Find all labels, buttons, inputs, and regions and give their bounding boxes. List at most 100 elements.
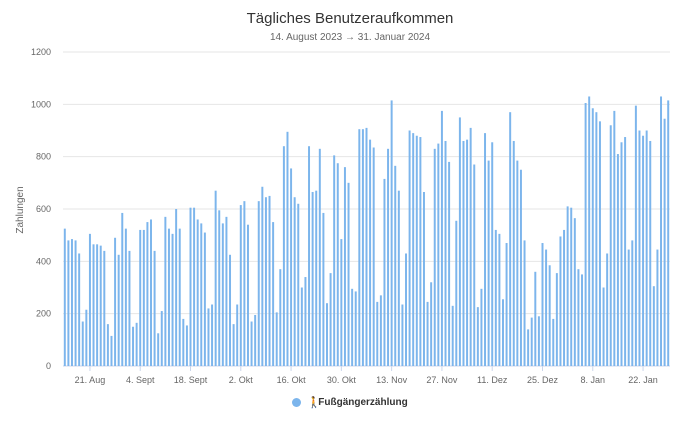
- bar[interactable]: [523, 240, 526, 366]
- bar[interactable]: [340, 239, 343, 366]
- bar[interactable]: [509, 112, 512, 367]
- bar[interactable]: [333, 155, 336, 366]
- bar[interactable]: [433, 148, 436, 366]
- bar[interactable]: [153, 250, 156, 366]
- bar[interactable]: [609, 125, 612, 367]
- bar[interactable]: [351, 288, 354, 366]
- bar[interactable]: [462, 140, 465, 366]
- bar[interactable]: [584, 103, 587, 367]
- bar[interactable]: [214, 190, 217, 366]
- bar[interactable]: [656, 249, 659, 366]
- bar[interactable]: [146, 222, 149, 366]
- bar[interactable]: [448, 161, 451, 366]
- bar[interactable]: [92, 244, 95, 366]
- bar[interactable]: [484, 133, 487, 366]
- bar[interactable]: [502, 299, 504, 366]
- bar[interactable]: [182, 318, 185, 366]
- bar[interactable]: [455, 220, 458, 366]
- bar[interactable]: [264, 197, 267, 366]
- bar[interactable]: [178, 228, 181, 367]
- bar[interactable]: [480, 288, 483, 366]
- bar[interactable]: [512, 140, 515, 366]
- bar[interactable]: [469, 127, 472, 366]
- bar[interactable]: [624, 137, 627, 366]
- bar[interactable]: [343, 167, 346, 366]
- bar[interactable]: [279, 269, 282, 366]
- bar[interactable]: [620, 142, 623, 366]
- bar[interactable]: [581, 274, 583, 366]
- bar[interactable]: [96, 244, 99, 366]
- bar[interactable]: [505, 243, 508, 366]
- bar[interactable]: [63, 228, 66, 367]
- bar[interactable]: [135, 322, 138, 366]
- bar[interactable]: [225, 216, 228, 366]
- bar[interactable]: [196, 219, 199, 366]
- bar[interactable]: [268, 195, 271, 366]
- bar[interactable]: [286, 131, 289, 366]
- bar[interactable]: [451, 305, 454, 366]
- bar[interactable]: [70, 239, 73, 366]
- bar[interactable]: [634, 105, 637, 366]
- bar[interactable]: [613, 110, 616, 367]
- bar[interactable]: [566, 206, 569, 366]
- bar[interactable]: [203, 232, 206, 366]
- bar[interactable]: [110, 335, 113, 366]
- bar[interactable]: [660, 96, 663, 366]
- bar[interactable]: [519, 169, 522, 366]
- bar[interactable]: [415, 135, 418, 366]
- bar[interactable]: [160, 311, 163, 366]
- bar[interactable]: [390, 100, 393, 366]
- bar[interactable]: [591, 108, 594, 366]
- bar[interactable]: [606, 253, 609, 366]
- bar[interactable]: [132, 326, 135, 366]
- bar[interactable]: [616, 154, 619, 366]
- bar[interactable]: [631, 240, 634, 366]
- bar[interactable]: [361, 129, 364, 366]
- bar[interactable]: [494, 229, 497, 366]
- bar[interactable]: [207, 308, 210, 366]
- bar[interactable]: [200, 223, 203, 366]
- bar[interactable]: [142, 229, 145, 366]
- bar[interactable]: [300, 287, 303, 367]
- bar[interactable]: [379, 295, 382, 366]
- bar[interactable]: [114, 237, 117, 366]
- bar[interactable]: [667, 100, 670, 366]
- bar[interactable]: [645, 130, 648, 367]
- bar[interactable]: [595, 112, 598, 367]
- bar[interactable]: [412, 133, 415, 366]
- bar[interactable]: [530, 317, 533, 366]
- bar[interactable]: [117, 254, 120, 366]
- bar[interactable]: [552, 318, 555, 366]
- bar[interactable]: [354, 291, 357, 366]
- bar[interactable]: [458, 117, 461, 366]
- bar[interactable]: [627, 249, 630, 366]
- bar[interactable]: [430, 282, 433, 366]
- bar[interactable]: [290, 168, 293, 366]
- bar[interactable]: [476, 307, 479, 367]
- bar[interactable]: [243, 201, 246, 366]
- bar[interactable]: [171, 233, 174, 366]
- bar[interactable]: [649, 140, 652, 366]
- bar[interactable]: [638, 130, 641, 367]
- bar[interactable]: [124, 228, 127, 367]
- bar[interactable]: [193, 207, 196, 366]
- bar[interactable]: [444, 140, 447, 366]
- bar[interactable]: [365, 127, 368, 366]
- bar[interactable]: [239, 205, 242, 366]
- bar[interactable]: [598, 121, 601, 366]
- bar[interactable]: [663, 118, 666, 366]
- bar[interactable]: [103, 250, 106, 366]
- bar[interactable]: [326, 303, 328, 366]
- bar[interactable]: [164, 216, 167, 366]
- bar[interactable]: [545, 249, 548, 366]
- bar[interactable]: [401, 304, 404, 366]
- bar[interactable]: [293, 197, 296, 366]
- bar[interactable]: [250, 321, 253, 366]
- bar[interactable]: [297, 203, 300, 366]
- bar[interactable]: [254, 314, 257, 366]
- bar[interactable]: [419, 137, 422, 366]
- bar[interactable]: [275, 312, 278, 366]
- bar[interactable]: [74, 240, 77, 366]
- bar[interactable]: [261, 186, 264, 366]
- bar[interactable]: [318, 148, 321, 366]
